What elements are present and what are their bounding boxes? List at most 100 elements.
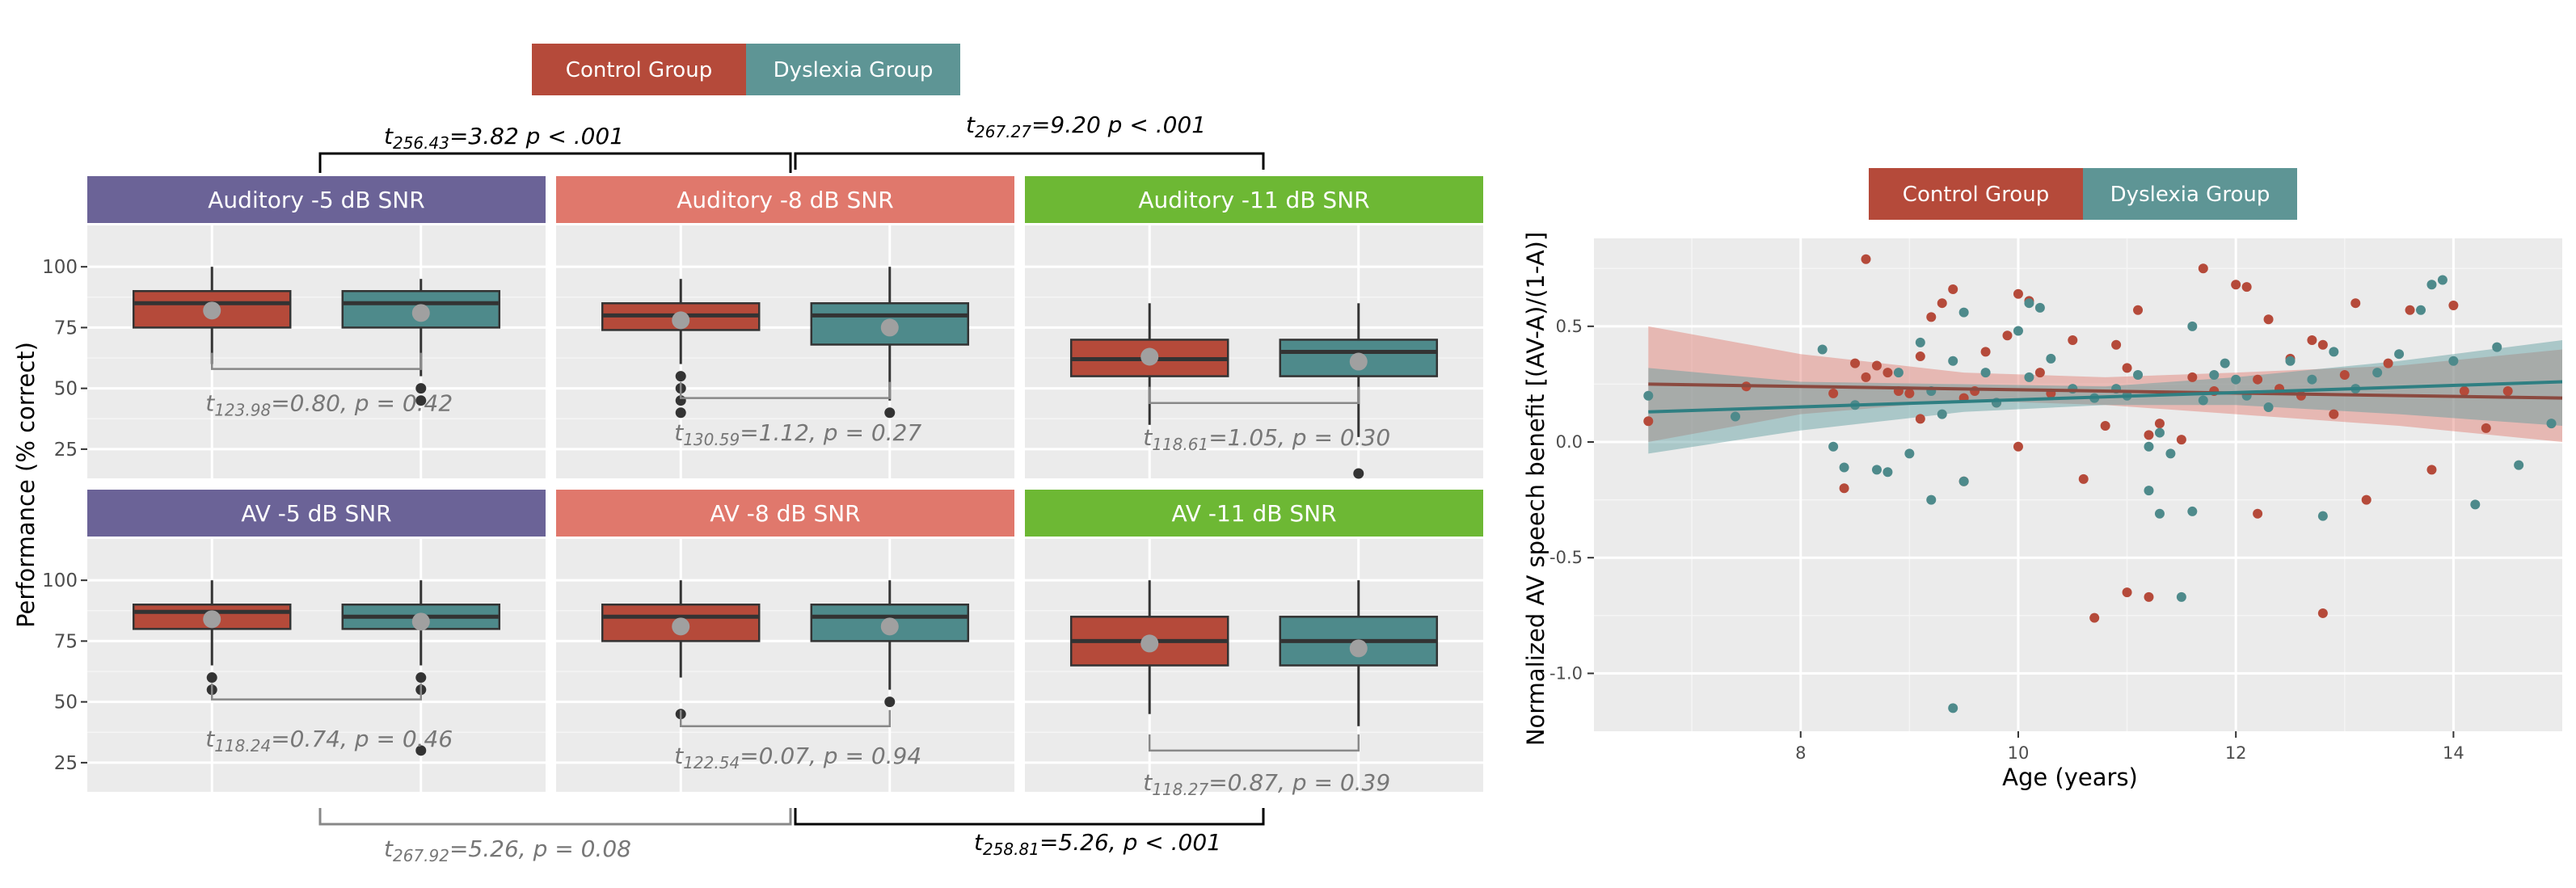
panel-3: AV -5 dB SNR: [87, 490, 546, 792]
box-control: [601, 279, 761, 419]
data-point: [2034, 302, 2045, 313]
comparison-t: t: [384, 835, 394, 862]
annotation-stat: =1.05, p = 0.30: [1208, 424, 1390, 451]
data-point: [2253, 374, 2263, 385]
legend-right: Control Group Dyslexia Group: [1869, 168, 2297, 220]
data-point: [1915, 414, 1925, 424]
data-point: [2013, 326, 2023, 336]
data-point: [2263, 402, 2274, 413]
y-tick-label: 100: [42, 257, 78, 278]
mean-marker: [1349, 352, 1368, 371]
data-point: [2013, 288, 2023, 299]
data-point: [1882, 467, 1893, 478]
strip-bg: [1025, 490, 1483, 537]
comparison-df: 258.81: [983, 840, 1039, 859]
outlier-point: [884, 407, 896, 419]
comparison-bracket: [318, 152, 792, 173]
mean-marker: [411, 612, 430, 631]
comparison-bracket: [794, 152, 1265, 170]
outlier-point: [415, 672, 427, 684]
strip-label: Auditory -11 dB SNR: [1138, 187, 1369, 213]
annotation-bracket: [1148, 386, 1360, 404]
data-point: [1861, 372, 1871, 382]
data-point: [1893, 368, 1904, 378]
data-point: [2231, 280, 2241, 290]
box-control: [132, 580, 292, 696]
data-point: [1871, 360, 1882, 371]
annotation-t: t: [205, 726, 215, 752]
annotation-bracket: [210, 352, 423, 370]
data-point: [2144, 430, 2154, 440]
comparison-t: t: [974, 829, 984, 856]
y-tick-label: 25: [54, 440, 78, 461]
strip-label: AV -11 dB SNR: [1171, 500, 1336, 527]
mean-marker: [411, 304, 430, 322]
outlier-point: [415, 383, 427, 394]
comparison-0: t256.43=3.82 p < .001: [318, 123, 792, 173]
data-point: [1980, 368, 1991, 378]
data-point: [1926, 312, 1937, 322]
annotation-t: t: [205, 390, 215, 417]
outlier-point: [206, 672, 217, 684]
data-point: [2187, 372, 2198, 382]
y-tick-label: 50: [54, 379, 78, 400]
annotation-df: 123.98: [214, 401, 271, 420]
data-point: [2209, 369, 2220, 380]
data-point: [2133, 305, 2144, 315]
box-control: [132, 267, 292, 364]
fit-line-control: [1648, 382, 2563, 400]
data-point: [2068, 335, 2078, 346]
points-dyslexia: [1643, 275, 2557, 713]
annotation-4: t122.54=0.07, p = 0.94: [674, 709, 921, 772]
data-point: [1948, 703, 1958, 713]
annotation-text: t118.61=1.05, p = 0.30: [1143, 424, 1390, 454]
strip-label: Auditory -8 dB SNR: [677, 187, 893, 213]
y-tick-label: 75: [54, 318, 78, 339]
data-point: [1643, 416, 1654, 427]
data-point: [2514, 460, 2524, 470]
comparison-1: t267.27=9.20 p < .001: [794, 112, 1265, 170]
strip-label: Auditory -5 dB SNR: [208, 187, 424, 213]
box-dyslexia: [810, 580, 970, 708]
annotation-df: 118.27: [1152, 780, 1208, 799]
outlier-point: [1353, 468, 1364, 479]
panel-4: AV -8 dB SNR: [556, 490, 1014, 792]
outlier-point: [415, 395, 427, 406]
annotation-text: t118.27=0.87, p = 0.39: [1143, 769, 1390, 799]
data-point: [2459, 386, 2469, 397]
annotation-bracket: [1148, 734, 1360, 752]
annotation-df: 130.59: [683, 430, 740, 449]
comparison-df: 267.92: [393, 846, 449, 865]
data-point: [2372, 368, 2383, 378]
data-point: [1730, 411, 1740, 422]
x-axis-label: Age (years): [2002, 764, 2138, 791]
data-point: [2241, 282, 2252, 292]
data-point: [2317, 339, 2328, 350]
y-tick-label: -1.0: [1549, 663, 1583, 683]
legend-label-dyslexia: Dyslexia Group: [2110, 183, 2270, 207]
data-point: [1915, 351, 1925, 362]
data-point: [2133, 369, 2144, 380]
strip-bg: [556, 490, 1014, 537]
strip-bg: [87, 490, 546, 537]
box-dyslexia: [1279, 303, 1439, 479]
mean-marker: [203, 301, 221, 320]
data-point: [2144, 441, 2154, 452]
annotation-t: t: [1143, 769, 1153, 796]
data-point: [2307, 335, 2317, 346]
data-point: [1904, 388, 1915, 398]
comparison-text: t256.43=3.82 p < .001: [384, 123, 624, 153]
data-point: [1937, 298, 1947, 309]
data-point: [2122, 587, 2132, 598]
data-point: [1958, 476, 1969, 486]
annotation-0: t123.98=0.80, p = 0.42: [205, 352, 453, 420]
y-axis-label: Normalized AV speech benefit [(AV-A)/(1-…: [1522, 232, 1549, 746]
outlier-point: [415, 745, 427, 756]
annotation-df: 118.24: [214, 736, 271, 755]
annotation-stat: =0.74, p = 0.46: [271, 726, 453, 752]
annotation-t: t: [674, 419, 684, 446]
data-point: [2002, 330, 2013, 341]
annotation-bracket: [679, 709, 892, 727]
panel-2: Auditory -11 dB SNR: [1025, 176, 1483, 479]
data-point: [2078, 473, 2089, 484]
